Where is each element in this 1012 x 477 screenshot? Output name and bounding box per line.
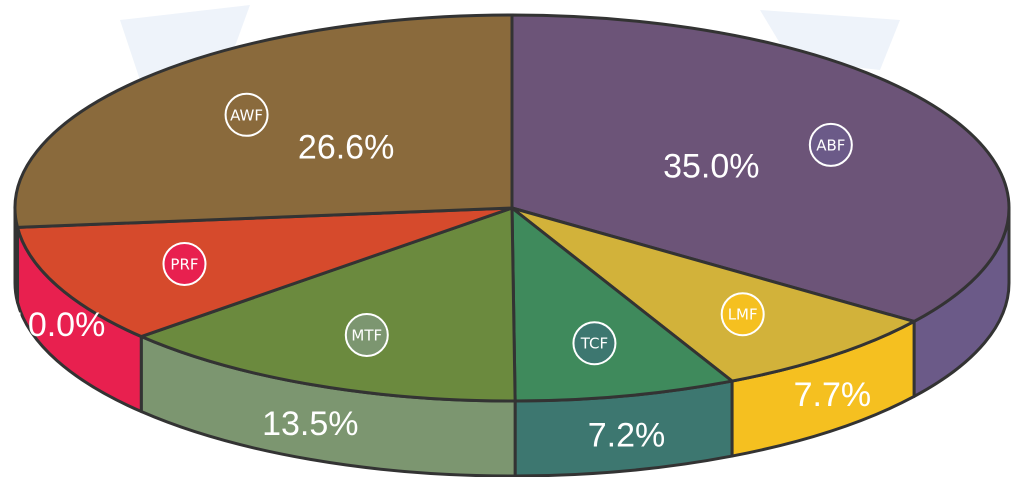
label-badge	[224, 92, 269, 137]
category-label: PRF	[170, 255, 198, 273]
value-label: 26.6%	[298, 129, 394, 167]
category-label: AWF	[230, 106, 263, 124]
label-badge	[808, 122, 853, 167]
pie-slice	[510, 13, 1011, 323]
label-badge	[162, 241, 207, 286]
value-label: 10.0%	[9, 306, 105, 344]
pie-slice	[510, 206, 916, 383]
category-label: TCF	[580, 335, 608, 353]
label-badge	[344, 313, 389, 358]
pie-slice	[16, 206, 514, 339]
category-label: LMF	[728, 306, 758, 324]
value-label: 13.5%	[262, 405, 358, 443]
category-label: ABF	[816, 136, 845, 154]
category-label: MTF	[351, 327, 382, 345]
top-faces	[13, 13, 1011, 403]
value-label: 35.0%	[663, 148, 759, 186]
value-label: 7.7%	[794, 376, 872, 414]
labels: ABF 35.0% LMF 7.7% TCF 7.2% MTF 13.5% PRF 10.0% AW…	[9, 92, 872, 454]
pie-slice	[139, 206, 517, 403]
label-badge	[572, 321, 617, 366]
pie-slice	[510, 206, 734, 403]
label-badge	[720, 292, 765, 337]
value-label: 7.2%	[588, 416, 666, 454]
